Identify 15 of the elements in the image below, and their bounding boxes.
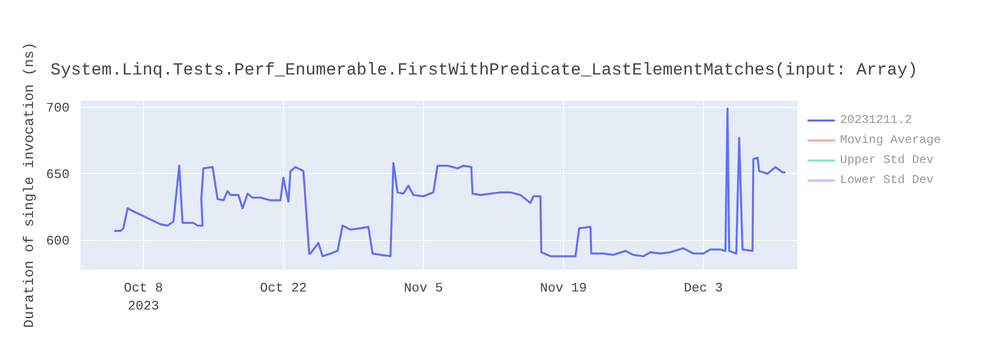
y-tick-label: 650 bbox=[46, 167, 70, 182]
x-tick-label: Dec 3 bbox=[684, 280, 723, 296]
y-tick-label: 700 bbox=[46, 100, 70, 116]
y-axis-title: Duration of single invocation (ns) bbox=[22, 42, 38, 328]
x-tick-label: Nov 19 bbox=[540, 280, 587, 296]
legend-label: Moving Average bbox=[840, 133, 941, 147]
chart-title: System.Linq.Tests.Perf_Enumerable.FirstWithPredicate_LastElementMatches(input: Array) bbox=[50, 62, 918, 80]
line-series bbox=[113, 107, 786, 258]
legend-label: Lower Std Dev bbox=[840, 173, 934, 187]
x-tick-label: Nov 5 bbox=[404, 280, 443, 296]
y-tick-label: 600 bbox=[46, 234, 70, 249]
legend-label: Upper Std Dev bbox=[840, 153, 934, 167]
x-tick-label: Oct 22 bbox=[260, 280, 307, 296]
x-tick-label: Oct 8 2023 bbox=[124, 280, 163, 314]
legend-label: 20231211.2 bbox=[840, 113, 912, 127]
